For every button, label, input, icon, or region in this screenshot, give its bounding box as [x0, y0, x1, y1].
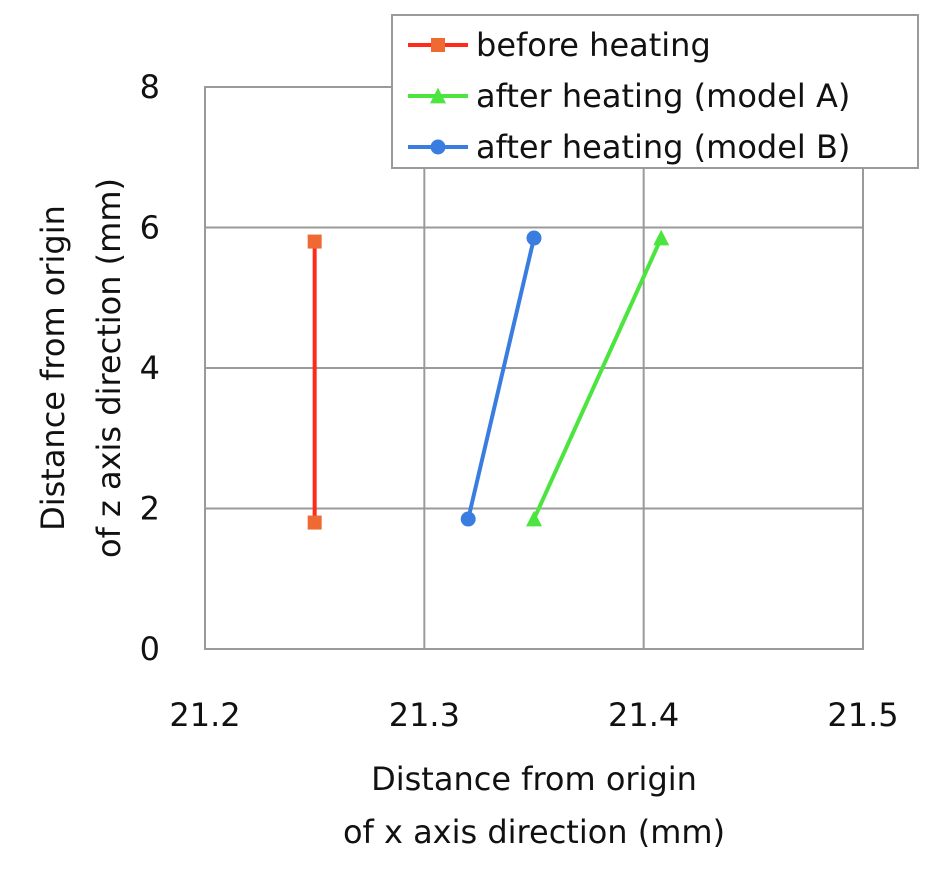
data-point	[307, 515, 322, 530]
y-tick-labels: 0 2 4 6 8	[140, 68, 160, 668]
legend: before heating after heating (model A) aft…	[391, 14, 919, 169]
series-3	[460, 230, 542, 527]
y-tick-label: 8	[140, 68, 160, 106]
series-line	[532, 237, 664, 520]
y-tick-label: 2	[140, 490, 160, 528]
legend-label: after heating (model A)	[476, 77, 850, 115]
y-tick-label: 4	[140, 349, 160, 387]
y-axis-title-line-1: Distance from origin	[34, 205, 72, 531]
x-tick-label: 21.2	[169, 696, 240, 734]
x-tick-labels: 21.2 21.3 21.4 21.5	[169, 696, 898, 734]
series-line	[466, 237, 536, 520]
data-point	[460, 511, 476, 527]
x-tick-label: 21.5	[827, 696, 898, 734]
legend-box	[391, 14, 919, 169]
legend-marker	[431, 38, 445, 52]
legend-marker	[430, 139, 446, 155]
series-1	[307, 234, 322, 530]
x-tick-label: 21.3	[389, 696, 460, 734]
series-layer	[307, 229, 670, 530]
data-point	[526, 230, 542, 246]
data-point	[307, 234, 322, 249]
data-point	[526, 510, 542, 527]
legend-label: after heating (model B)	[476, 128, 850, 166]
x-axis-title-line-2: of x axis direction (mm)	[343, 813, 725, 851]
x-tick-label: 21.4	[608, 696, 679, 734]
legend-marker	[430, 87, 446, 104]
y-axis-title-line-2: of z axis direction (mm)	[90, 178, 128, 558]
legend-label: before heating	[476, 26, 711, 64]
data-point	[653, 229, 670, 246]
y-tick-label: 6	[140, 209, 160, 247]
x-axis-title-line-1: Distance from origin	[371, 760, 697, 798]
series-2	[526, 229, 670, 527]
y-tick-label: 0	[140, 630, 160, 668]
